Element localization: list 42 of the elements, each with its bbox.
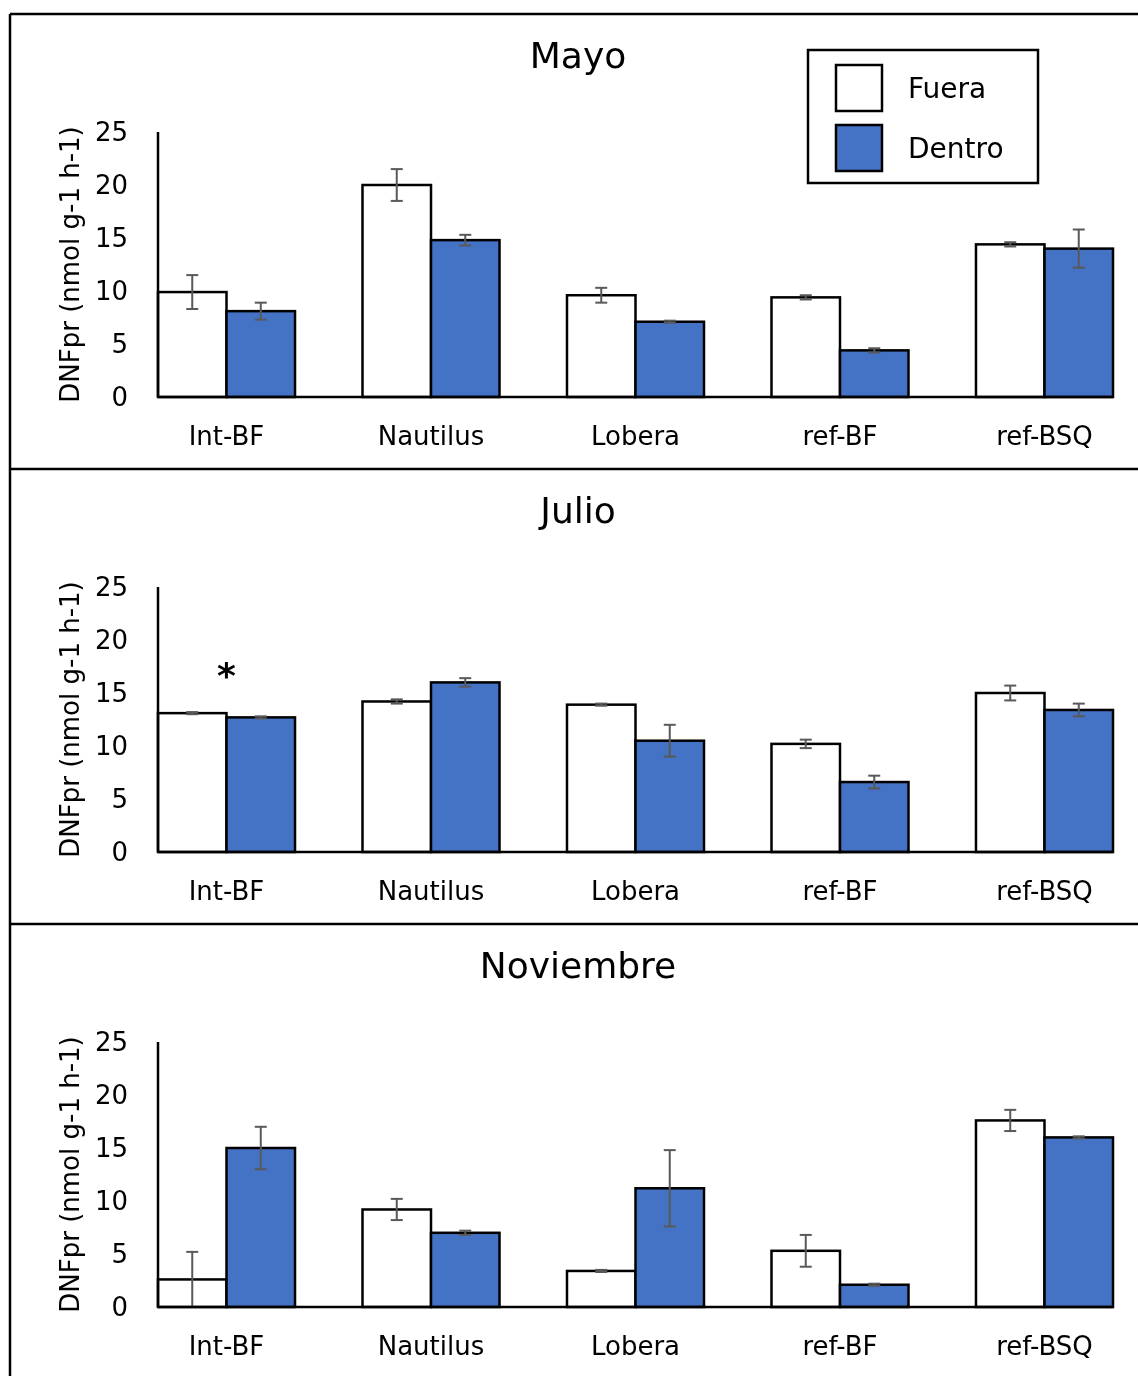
x-tick-label: Int-BF xyxy=(188,421,265,451)
x-tick-label: Lobera xyxy=(590,876,681,906)
y-tick-label: 15 xyxy=(94,678,128,708)
y-axis-title: DNFpr (nmol g-1 h-1) xyxy=(55,126,85,403)
y-tick-label: 10 xyxy=(94,731,128,761)
y-tick-label: 25 xyxy=(94,572,128,602)
y-tick-label: 10 xyxy=(94,1186,128,1216)
y-tick-label: 0 xyxy=(111,382,128,412)
x-tick-label: ref-BF xyxy=(802,1331,878,1361)
y-tick-label: 0 xyxy=(111,1292,128,1322)
y-tick-label: 10 xyxy=(94,276,128,306)
x-tick-label: Lobera xyxy=(590,421,681,451)
y-tick-label: 20 xyxy=(94,1080,128,1110)
y-tick-label: 15 xyxy=(94,223,128,253)
x-tick-label: ref-BSQ xyxy=(996,876,1093,906)
y-tick-label: 5 xyxy=(111,1239,128,1269)
y-axis-title: DNFpr (nmol g-1 h-1) xyxy=(55,581,85,858)
y-tick-label: 5 xyxy=(111,784,128,814)
x-tick-label: ref-BSQ xyxy=(996,1331,1093,1361)
x-tick-label: ref-BSQ xyxy=(996,421,1093,451)
legend-label: Dentro xyxy=(908,131,1004,165)
y-tick-label: 25 xyxy=(94,1027,128,1057)
x-tick-label: Int-BF xyxy=(188,876,265,906)
y-tick-label: 20 xyxy=(94,170,128,200)
y-tick-label: 5 xyxy=(111,329,128,359)
x-tick-label: Int-BF xyxy=(188,1331,265,1361)
chart-title: Julio xyxy=(538,490,616,531)
x-tick-label: ref-BF xyxy=(802,876,878,906)
y-tick-label: 0 xyxy=(111,837,128,867)
chart-title: Mayo xyxy=(529,35,627,76)
x-tick-label: Nautilus xyxy=(377,421,485,451)
x-tick-label: Nautilus xyxy=(377,876,485,906)
legend-label: Fuera xyxy=(908,71,987,105)
chart-title: Noviembre xyxy=(479,945,677,986)
x-tick-label: Lobera xyxy=(590,1331,681,1361)
y-tick-label: 25 xyxy=(94,117,128,147)
annotation: * xyxy=(217,654,237,696)
x-tick-label: Nautilus xyxy=(377,1331,485,1361)
y-axis-title: DNFpr (nmol g-1 h-1) xyxy=(55,1036,85,1313)
y-tick-label: 15 xyxy=(94,1133,128,1163)
x-tick-label: ref-BF xyxy=(802,421,878,451)
y-tick-label: 20 xyxy=(94,625,128,655)
